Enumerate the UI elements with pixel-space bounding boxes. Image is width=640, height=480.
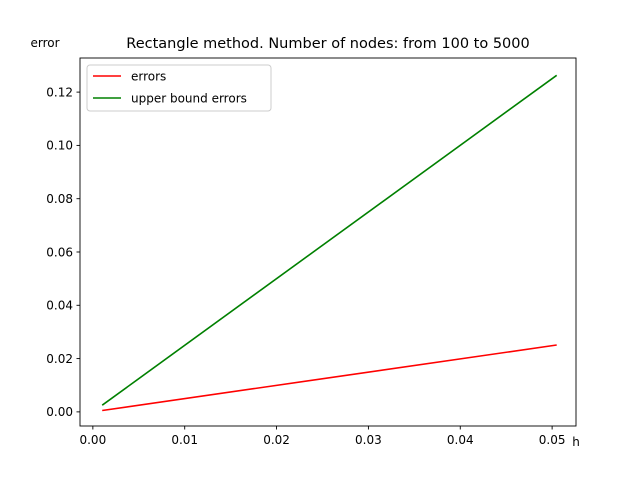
legend-label-errors: errors [131, 70, 166, 84]
y-axis-label: error [30, 36, 59, 50]
x-axis-label: h [572, 435, 580, 449]
series-lines [101, 74, 558, 412]
series-line-upper-bound-errors [101, 74, 558, 406]
x-tick-label: 0.01 [171, 433, 198, 447]
legend-box [86, 64, 272, 112]
x-tick-label: 0.04 [447, 433, 474, 447]
y-tick-label: 0.00 [46, 405, 73, 419]
legend-label-upper-bound-errors: upper bound errors [131, 92, 247, 106]
x-tick-label: 0.03 [355, 433, 382, 447]
legend: errors upper bound errors [86, 64, 272, 112]
y-tick-label: 0.02 [46, 352, 73, 366]
axes-frame [79, 57, 577, 427]
x-tick-label: 0.00 [79, 433, 106, 447]
plot-area: 0.00 0.01 0.02 0.03 0.04 0.05 0.000.020.040.0… [46, 57, 577, 447]
y-ticks: 0.00 0.02 0.04 0.06 0.08 0.10 0.12 [46, 85, 80, 419]
x-tick-label: 0.05 [539, 433, 566, 447]
x-ticks: 0.00 0.01 0.02 0.03 0.04 0.05 [79, 426, 565, 447]
series-line-errors [102, 344, 557, 412]
y-tick-label: 0.08 [46, 192, 73, 206]
x-tick-label: 0.02 [263, 433, 290, 447]
y-tick-label: 0.06 [46, 245, 73, 259]
y-tick-label: 0.10 [46, 139, 73, 153]
chart-title: Rectangle method. Number of nodes: from … [126, 36, 529, 52]
y-tick-label: 0.04 [46, 299, 73, 313]
y-tick-label: 0.12 [46, 85, 73, 99]
